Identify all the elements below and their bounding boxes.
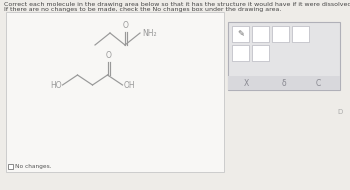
Text: NH₂: NH₂ [142,28,157,37]
Bar [6,12,224,172]
Text: HO: HO [50,81,62,89]
Text: OH: OH [124,81,135,89]
Bar [8,164,13,169]
Text: If there are no changes to be made, check the No changes box under the drawing a: If there are no changes to be made, chec… [4,7,281,12]
Text: No changes.: No changes. [15,164,52,169]
Text: O: O [123,21,129,31]
Text: D: D [337,109,343,115]
Bar [272,26,289,42]
Bar [292,26,309,42]
Text: δ: δ [282,78,286,88]
Bar [232,26,249,42]
Bar [252,45,269,61]
Text: X: X [243,78,248,88]
Text: C: C [315,78,321,88]
Text: Correct each molecule in the drawing area below so that it has the structure it : Correct each molecule in the drawing are… [4,2,350,7]
Bar [232,45,249,61]
Text: ✎: ✎ [237,29,244,39]
Text: O: O [106,51,111,60]
Bar [252,26,269,42]
Bar [228,76,340,90]
Bar [228,22,340,90]
